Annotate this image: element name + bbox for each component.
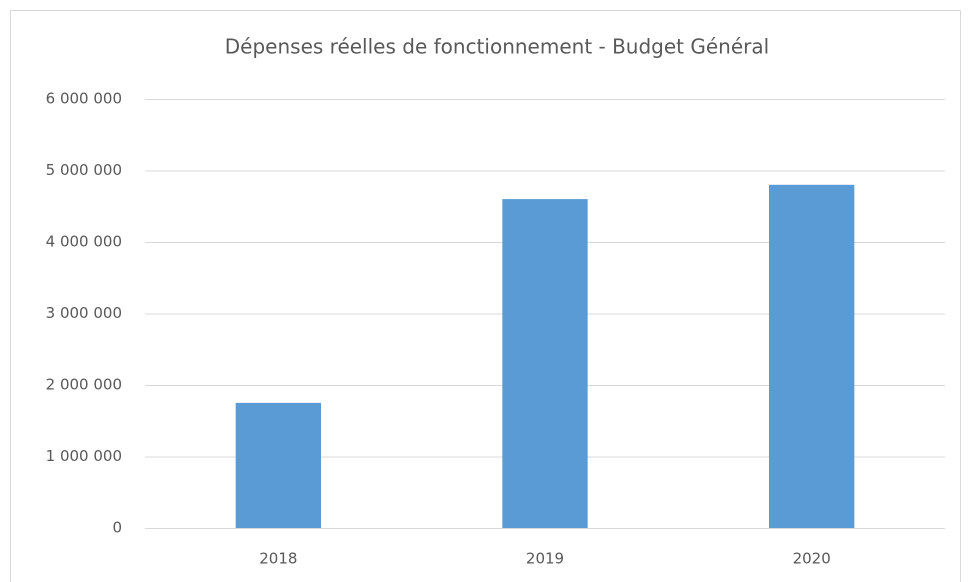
y-tick-label: 4 000 000 — [46, 233, 122, 251]
bar — [235, 402, 321, 528]
y-tick-label: 2 000 000 — [46, 376, 122, 394]
bar — [769, 184, 855, 529]
y-tick-label: 5 000 000 — [46, 161, 122, 179]
bar — [502, 199, 588, 528]
y-tick-label: 3 000 000 — [46, 304, 122, 322]
x-tick-label: 2020 — [793, 550, 831, 568]
y-tick-label: 0 — [112, 519, 122, 537]
x-tick-label: 2018 — [259, 550, 297, 568]
y-tick-label: 1 000 000 — [46, 447, 122, 465]
chart-title: Dépenses réelles de fonctionnement - Bud… — [225, 35, 769, 59]
x-tick-label: 2019 — [526, 550, 564, 568]
y-tick-label: 6 000 000 — [46, 90, 122, 108]
